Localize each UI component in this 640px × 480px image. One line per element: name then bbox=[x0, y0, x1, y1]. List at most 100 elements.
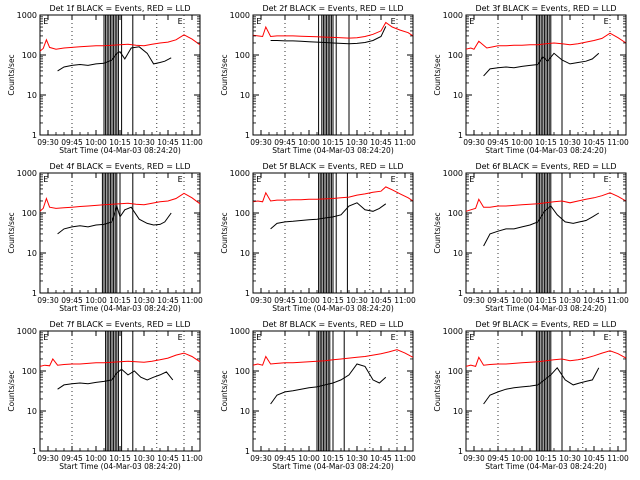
y-tick-label: 10 bbox=[453, 249, 463, 258]
y-tick-label: 10 bbox=[240, 91, 250, 100]
plot-frame bbox=[39, 14, 201, 136]
x-axis-title: Start Time (04-Mar-03 08:24:20) bbox=[485, 146, 607, 155]
x-tick-label: 10:15 bbox=[322, 138, 344, 147]
x-tick-label: 10:45 bbox=[370, 138, 392, 147]
x-tick-label: 10:45 bbox=[157, 138, 179, 147]
y-tick-label: 1000 bbox=[443, 169, 463, 178]
y-tick-label: 1 bbox=[458, 447, 463, 456]
x-tick-label: 10:30 bbox=[133, 296, 155, 305]
y-axis-title: Counts/sec bbox=[220, 212, 229, 253]
x-axis-title: Start Time (04-Mar-03 08:24:20) bbox=[272, 304, 394, 313]
x-tick-label: 10:15 bbox=[535, 138, 557, 147]
y-tick-label: 10 bbox=[453, 91, 463, 100]
x-tick-label: 10:30 bbox=[559, 454, 581, 463]
y-tick-label: 1000 bbox=[17, 11, 37, 20]
x-tick-label: 10:45 bbox=[370, 454, 392, 463]
y-tick-label: 10 bbox=[453, 407, 463, 416]
x-tick-label: 11:00 bbox=[394, 296, 416, 305]
events-series-line bbox=[57, 368, 174, 390]
x-tick-label: 10:15 bbox=[322, 296, 344, 305]
x-tick-label: 11:00 bbox=[394, 454, 416, 463]
corner-mark-label: E bbox=[43, 333, 48, 342]
corner-mark-label: E bbox=[178, 333, 183, 342]
y-axis-title: Counts/sec bbox=[7, 212, 16, 253]
corner-mark-label: E bbox=[604, 333, 609, 342]
y-tick-label: 100 bbox=[448, 209, 463, 218]
corner-mark-label: E bbox=[256, 175, 261, 184]
x-tick-label: 09:30 bbox=[250, 138, 272, 147]
x-tick-label: 11:00 bbox=[607, 296, 629, 305]
corner-mark-label: E bbox=[469, 333, 474, 342]
x-tick-label: 09:45 bbox=[274, 138, 296, 147]
lld-series-line bbox=[39, 352, 201, 367]
x-tick-label: 09:45 bbox=[61, 454, 83, 463]
lld-series-line bbox=[39, 192, 201, 212]
x-tick-label: 10:00 bbox=[298, 454, 320, 463]
x-tick-label: 09:30 bbox=[37, 296, 59, 305]
y-tick-label: 1 bbox=[245, 131, 250, 140]
panel-title: Det 5f BLACK = Events, RED = LLD bbox=[262, 162, 403, 171]
y-tick-label: 10 bbox=[27, 407, 37, 416]
y-axis-title: Counts/sec bbox=[7, 54, 16, 95]
x-tick-label: 10:30 bbox=[346, 454, 368, 463]
panel-title: Det 2f BLACK = Events, RED = LLD bbox=[262, 4, 403, 13]
y-tick-label: 1000 bbox=[443, 11, 463, 20]
y-tick-label: 1 bbox=[32, 289, 37, 298]
y-tick-label: 100 bbox=[235, 51, 250, 60]
events-series-line bbox=[270, 26, 387, 45]
x-tick-label: 09:45 bbox=[487, 296, 509, 305]
x-tick-label: 09:30 bbox=[37, 454, 59, 463]
x-tick-label: 09:30 bbox=[463, 454, 485, 463]
corner-mark-label: E bbox=[256, 333, 261, 342]
corner-mark-label: E bbox=[178, 175, 183, 184]
y-tick-label: 1000 bbox=[443, 327, 463, 336]
y-tick-label: 100 bbox=[22, 367, 37, 376]
x-tick-label: 11:00 bbox=[394, 138, 416, 147]
x-tick-label: 09:45 bbox=[61, 296, 83, 305]
x-tick-label: 09:45 bbox=[274, 454, 296, 463]
corner-mark-label: E bbox=[604, 175, 609, 184]
panel-title: Det 6f BLACK = Events, RED = LLD bbox=[475, 162, 616, 171]
events-series-line bbox=[57, 204, 172, 235]
x-tick-label: 10:15 bbox=[109, 296, 131, 305]
corner-mark-label: E bbox=[178, 17, 183, 26]
lld-series-line bbox=[252, 21, 414, 39]
events-series-line bbox=[57, 46, 172, 72]
x-tick-label: 10:00 bbox=[298, 296, 320, 305]
y-tick-label: 1 bbox=[32, 131, 37, 140]
panel-title: Det 1f BLACK = Events, RED = LLD bbox=[49, 4, 190, 13]
corner-mark-label: E bbox=[256, 17, 261, 26]
y-axis-title: Counts/sec bbox=[433, 54, 442, 95]
lld-series-line bbox=[39, 34, 201, 52]
y-tick-label: 1000 bbox=[230, 327, 250, 336]
panel-title: Det 3f BLACK = Events, RED = LLD bbox=[475, 4, 616, 13]
corner-mark-label: E bbox=[391, 17, 396, 26]
panel-title: Det 8f BLACK = Events, RED = LLD bbox=[262, 320, 403, 329]
corner-mark-label: E bbox=[391, 333, 396, 342]
y-tick-label: 1 bbox=[458, 289, 463, 298]
x-axis-title: Start Time (04-Mar-03 08:24:20) bbox=[59, 304, 181, 313]
lld-series-line bbox=[465, 32, 627, 50]
x-tick-label: 10:00 bbox=[511, 454, 533, 463]
x-tick-label: 09:30 bbox=[463, 138, 485, 147]
panel-title: Det 4f BLACK = Events, RED = LLD bbox=[49, 162, 190, 171]
x-tick-label: 09:45 bbox=[487, 454, 509, 463]
x-tick-label: 09:45 bbox=[274, 296, 296, 305]
y-axis-title: Counts/sec bbox=[7, 370, 16, 411]
x-tick-label: 10:45 bbox=[157, 454, 179, 463]
x-tick-label: 09:30 bbox=[463, 296, 485, 305]
y-axis-title: Counts/sec bbox=[433, 212, 442, 253]
lld-series-line bbox=[465, 350, 627, 367]
y-tick-label: 1000 bbox=[17, 169, 37, 178]
x-tick-label: 10:00 bbox=[85, 138, 107, 147]
x-tick-label: 10:45 bbox=[157, 296, 179, 305]
x-tick-label: 10:15 bbox=[535, 454, 557, 463]
